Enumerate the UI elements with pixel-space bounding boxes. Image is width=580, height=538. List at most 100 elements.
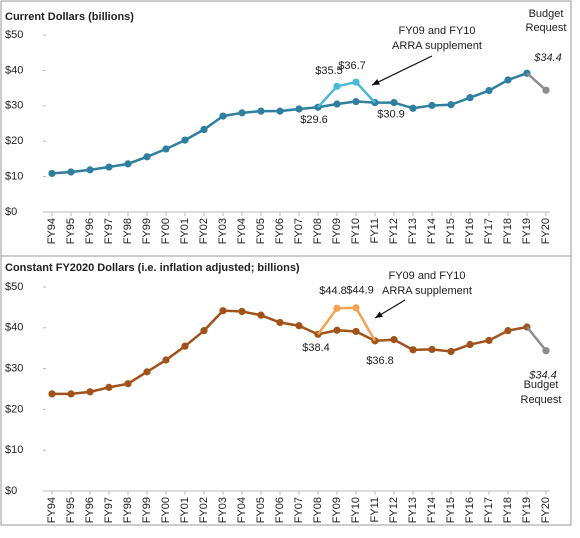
data-point	[67, 390, 75, 398]
x-tick-label: FY06	[274, 218, 286, 244]
data-point	[105, 163, 113, 171]
data-point	[86, 166, 94, 174]
arrow-head	[372, 78, 380, 85]
data-point	[143, 368, 151, 376]
data-point	[143, 153, 151, 161]
annotation: FY09 and FY10	[388, 270, 465, 282]
data-label: $44.8	[319, 285, 347, 297]
x-tick-label: FY04	[236, 218, 248, 244]
data-label: $29.6	[300, 114, 328, 126]
data-point	[333, 326, 341, 334]
x-tick-label: FY99	[141, 218, 153, 244]
x-tick-label: FY13	[407, 218, 419, 244]
data-point	[390, 99, 398, 107]
x-tick-label: FY04	[236, 497, 248, 523]
data-label: $30.9	[377, 109, 405, 121]
data-point	[504, 327, 512, 335]
series-line	[317, 80, 376, 109]
x-tick-label: FY08	[312, 497, 324, 523]
data-point	[200, 327, 208, 335]
annotation: FY09 and FY10	[398, 25, 475, 37]
x-tick-label: FY14	[426, 497, 438, 523]
data-point	[352, 304, 360, 312]
y-tick-label: $30	[5, 100, 23, 112]
series-line	[526, 326, 547, 352]
x-tick-label: FY17	[483, 497, 495, 523]
data-point	[352, 97, 360, 106]
x-tick-label: FY19	[521, 218, 533, 244]
x-tick-label: FY16	[464, 497, 476, 523]
data-point	[352, 78, 360, 86]
y-tick-label: $20	[5, 135, 23, 147]
data-point	[86, 388, 94, 396]
y-tick-label: $0	[5, 206, 17, 218]
data-point	[200, 125, 208, 134]
x-tick-label: FY94	[46, 218, 58, 244]
x-tick-label: FY05	[255, 218, 267, 244]
data-point	[333, 82, 341, 90]
data-point	[181, 342, 189, 350]
x-tick-label: FY14	[426, 218, 438, 244]
x-tick-label: FY15	[445, 218, 457, 244]
data-point	[542, 86, 550, 94]
y-tick-label: $30	[5, 363, 23, 375]
x-tick-label: FY00	[160, 497, 172, 523]
data-label: $34.4	[528, 370, 557, 382]
data-point	[257, 107, 265, 115]
data-label: $36.8	[366, 355, 394, 367]
annotation: Budget	[524, 379, 559, 391]
y-tick-label: $0	[5, 485, 17, 497]
data-point	[428, 101, 436, 110]
x-tick-label: FY98	[122, 497, 134, 523]
x-tick-label: FY15	[445, 497, 457, 523]
data-point	[162, 145, 170, 153]
x-tick-label: FY10	[350, 218, 362, 244]
x-tick-label: FY06	[274, 497, 286, 523]
data-point	[409, 104, 417, 112]
data-point	[333, 304, 341, 312]
data-point	[390, 336, 398, 344]
x-tick-label: FY05	[255, 497, 267, 523]
x-tick-label: FY12	[388, 497, 400, 523]
data-point	[504, 76, 512, 84]
outer-border	[0, 0, 572, 526]
x-tick-label: FY20	[540, 218, 552, 244]
series-line	[51, 72, 528, 175]
x-tick-label: FY10	[350, 497, 362, 523]
data-point	[124, 380, 132, 388]
data-label: $38.4	[302, 342, 330, 354]
x-tick-label: FY13	[407, 497, 419, 523]
data-label: $34.4	[533, 52, 562, 64]
x-tick-label: FY01	[179, 218, 191, 244]
y-tick-label: $40	[5, 64, 23, 76]
data-point	[352, 327, 360, 336]
data-label: $36.7	[338, 60, 366, 72]
data-point	[333, 100, 341, 108]
x-tick-label: FY98	[122, 218, 134, 244]
data-point	[276, 107, 284, 115]
data-point	[276, 318, 284, 327]
annotation: Request	[521, 394, 562, 406]
data-point	[219, 307, 227, 315]
x-tick-label: FY18	[502, 218, 514, 244]
x-tick-label: FY19	[521, 497, 533, 523]
data-point	[238, 307, 246, 316]
data-point	[181, 136, 189, 144]
x-tick-label: FY94	[46, 497, 58, 523]
data-point	[219, 112, 227, 120]
x-tick-label: FY00	[160, 218, 172, 244]
x-tick-label: FY08	[312, 218, 324, 244]
data-point	[447, 347, 455, 356]
data-point	[542, 347, 550, 355]
data-label: $44.9	[346, 285, 374, 297]
chart-title: Constant FY2020 Dollars (i.e. inflation …	[5, 262, 300, 274]
y-tick-label: $20	[5, 403, 23, 415]
x-tick-label: FY01	[179, 497, 191, 523]
x-tick-label: FY12	[388, 218, 400, 244]
series-line	[52, 309, 528, 396]
data-point	[409, 346, 417, 354]
x-tick-label: FY07	[293, 497, 305, 523]
annotation-arrow	[371, 55, 433, 86]
arrow-head	[375, 311, 383, 318]
